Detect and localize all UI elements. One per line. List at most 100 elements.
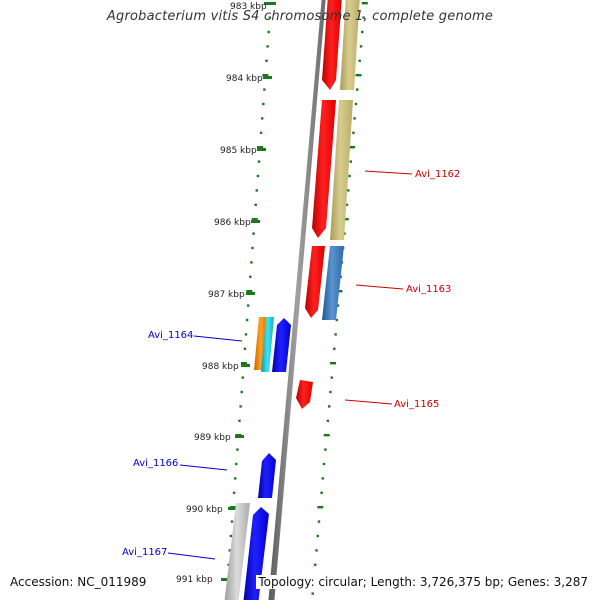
- inner-ruler-tick: [265, 59, 268, 62]
- inner-ruler-tick: [267, 30, 270, 34]
- outer-ruler-tick: [324, 448, 327, 451]
- outer-ruler-tick: [362, 16, 365, 19]
- scale-label-985-text: 985 kbp: [220, 146, 257, 156]
- outer-ruler-tick: [314, 563, 317, 566]
- inner-ruler-tick: [232, 491, 236, 494]
- gene-avi-1166[interactable]: [258, 453, 276, 498]
- inner-ruler-tick: [234, 477, 237, 480]
- scale-label-983: 983 kbp: [230, 2, 276, 12]
- gene-avi-1164[interactable]: [261, 317, 274, 372]
- inner-ruler-tick: [236, 448, 239, 451]
- leader-avi-1167: [167, 552, 216, 560]
- scale-label-984: 984 kbp: [226, 74, 272, 84]
- inner-ruler-tick: [251, 246, 254, 250]
- outer-ruler-tick: [336, 304, 340, 307]
- scale-label-983-text: 983 kbp: [230, 2, 267, 12]
- outer-ruler-tick: [315, 549, 318, 552]
- outer-tick-ruler: [310, 2, 368, 595]
- khaki-gene-top[interactable]: [340, 0, 360, 90]
- outer-ruler-tick: [321, 477, 324, 480]
- gene-avi-1164-blue[interactable]: [272, 318, 291, 372]
- scale-label-990-text: 990 kbp: [186, 505, 223, 515]
- gene-avi-1164-orange[interactable]: [254, 317, 267, 370]
- red-gene-top[interactable]: [322, 0, 342, 90]
- inner-ruler-tick: [249, 275, 252, 278]
- outer-ruler-tick: [333, 347, 336, 350]
- inner-ruler-tick: [254, 203, 257, 206]
- scale-label-991-text: 991 kbp: [176, 575, 213, 585]
- khaki-gene-mid[interactable]: [330, 100, 353, 240]
- inner-ruler-tick: [238, 419, 241, 422]
- inner-ruler-tick: [235, 462, 238, 466]
- inner-ruler-tick: [262, 74, 269, 77]
- inner-ruler-tick: [256, 174, 260, 178]
- outer-ruler-tick: [322, 462, 326, 466]
- outer-ruler-tick: [349, 160, 352, 163]
- inner-ruler-tick: [239, 405, 242, 408]
- leader-avi-1166: [179, 464, 228, 471]
- scale-label-988-text: 988 kbp: [202, 362, 239, 372]
- inner-ruler-tick: [250, 261, 253, 264]
- label-avi-1164[interactable]: Avi_1164: [148, 330, 193, 341]
- inner-ruler-tick: [266, 45, 269, 48]
- leader-avi-1165: [344, 399, 393, 405]
- outer-ruler-tick: [359, 45, 363, 48]
- scale-label-984-text: 984 kbp: [226, 74, 263, 84]
- label-avi-1165[interactable]: Avi_1165: [394, 399, 439, 410]
- outer-ruler-tick: [358, 59, 361, 62]
- leader-avi-1164: [193, 335, 243, 342]
- outer-ruler-tick: [343, 232, 346, 235]
- inner-ruler-tick: [228, 549, 231, 552]
- gene-avi-1163-red[interactable]: [305, 246, 325, 318]
- inner-ruler-tick: [255, 189, 258, 192]
- scale-label-988: 988 kbp: [202, 362, 250, 372]
- gene-avi-1162[interactable]: [312, 100, 336, 238]
- outer-ruler-tick: [355, 74, 362, 77]
- inner-ruler-tick: [251, 218, 258, 221]
- scale-label-989: 989 kbp: [194, 433, 244, 443]
- outer-ruler-tick: [317, 506, 324, 509]
- outer-ruler-tick: [361, 30, 364, 34]
- leader-avi-1163: [355, 284, 404, 290]
- outer-ruler-tick: [349, 146, 356, 149]
- outer-ruler-tick: [356, 88, 359, 91]
- outer-ruler-tick: [345, 203, 349, 206]
- inner-ruler-tick: [247, 304, 250, 307]
- outer-ruler-tick: [339, 275, 342, 278]
- label-avi-1167[interactable]: Avi_1167: [122, 547, 167, 558]
- page-title: Agrobacterium vitis S4 chromosome 1, com…: [106, 9, 494, 24]
- inner-ruler-tick: [262, 102, 265, 106]
- outer-ruler-tick: [316, 534, 319, 538]
- inner-ruler-tick: [240, 362, 247, 365]
- outer-ruler-tick: [311, 592, 314, 595]
- outer-ruler-tick: [329, 390, 332, 394]
- inner-ruler-tick: [229, 534, 233, 538]
- outer-ruler-tick: [353, 117, 356, 120]
- scale-label-986-text: 986 kbp: [214, 218, 251, 228]
- inner-ruler-tick: [261, 117, 264, 120]
- gene-avi-1167[interactable]: [243, 507, 269, 600]
- inner-ruler-tick: [246, 290, 253, 293]
- label-avi-1163[interactable]: Avi_1163: [406, 284, 451, 295]
- gene-avi-1165[interactable]: [296, 380, 313, 409]
- scale-label-991: 991 kbp: [176, 575, 230, 585]
- gene-avi-1163[interactable]: [322, 246, 344, 320]
- inner-ruler-tick: [244, 333, 248, 336]
- scale-label-989-text: 989 kbp: [194, 433, 231, 443]
- label-avi-1166[interactable]: Avi_1166: [133, 458, 178, 469]
- outer-ruler-tick: [326, 419, 330, 422]
- gray-gene-bottom[interactable]: [224, 503, 250, 600]
- leader-avi-1162: [364, 170, 413, 175]
- genome-info-text: Topology: circular; Length: 3,726,375 bp…: [256, 575, 590, 589]
- accession-text: Accession: NC_011989: [8, 575, 149, 589]
- outer-ruler-tick: [335, 318, 338, 322]
- inner-ruler-tick: [257, 146, 264, 149]
- scale-label-990: 990 kbp: [186, 505, 237, 515]
- outer-ruler-tick: [330, 376, 333, 379]
- label-avi-1162[interactable]: Avi_1162: [415, 169, 460, 180]
- inner-ruler-tick: [240, 390, 243, 394]
- outer-ruler-tick: [361, 2, 368, 5]
- outer-ruler-tick: [354, 102, 358, 106]
- inner-ruler-tick: [257, 160, 261, 163]
